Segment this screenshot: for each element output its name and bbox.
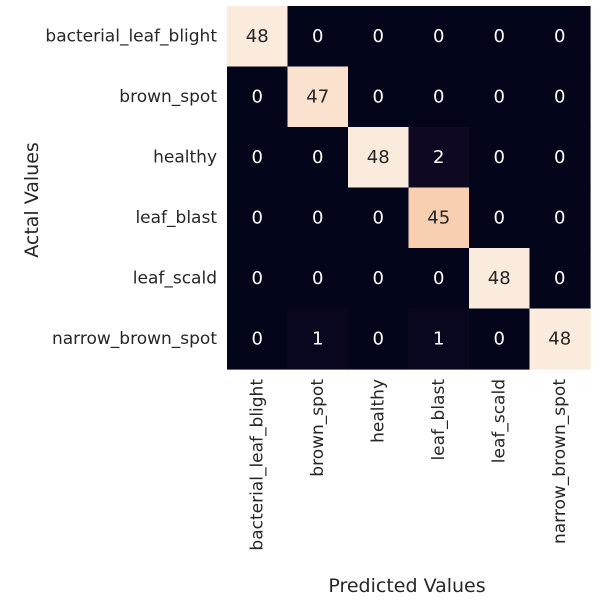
heatmap-cell — [287, 6, 349, 68]
heatmap-cell — [469, 66, 531, 128]
heatmap-cell — [227, 308, 289, 370]
cell-value-label: 0 — [494, 26, 505, 47]
heatmap-cell — [287, 308, 349, 370]
cell-value-label: 48 — [367, 147, 390, 168]
cell-value-label: 0 — [433, 86, 444, 107]
cell-value-label: 0 — [433, 26, 444, 47]
heatmap-cell — [348, 308, 410, 370]
cell-value-label: 0 — [252, 268, 263, 289]
heatmap-cell — [408, 6, 470, 68]
x-tick-label: leaf_blast — [429, 379, 449, 461]
heatmap-cell — [287, 66, 349, 128]
y-tick-label: narrow_brown_spot — [52, 329, 217, 349]
heatmap-cell — [348, 187, 410, 249]
x-tick-label: healthy — [368, 379, 388, 443]
cell-value-label: 0 — [554, 147, 565, 168]
y-tick-label: leaf_scald — [133, 268, 217, 288]
cell-value-label: 0 — [312, 26, 323, 47]
heatmap-cells — [227, 6, 591, 370]
cell-value-label: 45 — [427, 207, 450, 228]
heatmap-cell — [469, 127, 531, 189]
cell-value-label: 0 — [373, 268, 384, 289]
cell-value-label: 48 — [488, 268, 511, 289]
heatmap-cell — [408, 187, 470, 249]
heatmap-cell — [227, 127, 289, 189]
heatmap-cell — [529, 248, 591, 310]
cell-value-label: 0 — [252, 207, 263, 228]
heatmap-cell — [408, 127, 470, 189]
x-tick-label: bacterial_leaf_blight — [247, 379, 267, 551]
cell-value-label: 2 — [433, 147, 444, 168]
heatmap-cell — [529, 6, 591, 68]
cell-value-label: 1 — [312, 328, 323, 349]
cell-value-label: 0 — [433, 268, 444, 289]
y-axis-label: Actal Values — [21, 142, 43, 258]
heatmap-cell — [469, 187, 531, 249]
heatmap-cell — [529, 66, 591, 128]
heatmap-cell — [227, 66, 289, 128]
heatmap-cell — [287, 127, 349, 189]
heatmap-cell — [469, 308, 531, 370]
heatmap-cell-labels: 48 0 0 0 0 0 0 47 0 0 0 0 0 0 48 2 0 0 0 0 0 45 0 0 0 0 0 0 48 0 0 1 0 1 0… — [246, 26, 571, 350]
cell-value-label: 0 — [554, 26, 565, 47]
heatmap-cell — [408, 308, 470, 370]
cell-value-label: 0 — [373, 86, 384, 107]
cell-value-label: 0 — [554, 86, 565, 107]
heatmap-cell — [227, 6, 289, 68]
heatmap-cell — [469, 248, 531, 310]
cell-value-label: 0 — [373, 328, 384, 349]
heatmap-cell — [408, 248, 470, 310]
y-tick-label: bacterial_leaf_blight — [45, 26, 217, 46]
cell-value-label: 0 — [494, 86, 505, 107]
heatmap-cell — [529, 308, 591, 370]
cell-value-label: 48 — [246, 26, 269, 47]
heatmap-cell — [227, 248, 289, 310]
x-tick-label: narrow_brown_spot — [550, 379, 570, 544]
x-tick-label: leaf_scald — [489, 379, 509, 463]
cell-value-label: 0 — [252, 328, 263, 349]
cell-value-label: 0 — [252, 86, 263, 107]
y-tick-label: brown_spot — [119, 87, 217, 107]
cell-value-label: 0 — [494, 328, 505, 349]
cell-value-label: 47 — [306, 86, 329, 107]
x-tick-label: brown_spot — [308, 379, 328, 477]
heatmap-cell — [348, 66, 410, 128]
cell-value-label: 0 — [494, 147, 505, 168]
cell-value-label: 0 — [554, 268, 565, 289]
heatmap-cell — [348, 6, 410, 68]
y-tick-label: leaf_blast — [135, 208, 217, 228]
cell-value-label: 0 — [494, 207, 505, 228]
heatmap-cell — [529, 187, 591, 249]
heatmap-cell — [469, 6, 531, 68]
cell-value-label: 0 — [554, 207, 565, 228]
cell-value-label: 0 — [252, 147, 263, 168]
cell-value-label: 0 — [373, 207, 384, 228]
heatmap-cell — [227, 187, 289, 249]
heatmap-cell — [529, 127, 591, 189]
x-tick-labels: bacterial_leaf_blight brown_spot healthy le… — [247, 379, 570, 551]
cell-value-label: 0 — [312, 268, 323, 289]
heatmap-cell — [348, 127, 410, 189]
cell-value-label: 0 — [312, 147, 323, 168]
cell-value-label: 48 — [548, 328, 571, 349]
heatmap-cell — [287, 248, 349, 310]
heatmap-cell — [287, 187, 349, 249]
heatmap-cell — [348, 248, 410, 310]
cell-value-label: 0 — [312, 207, 323, 228]
cell-value-label: 0 — [373, 26, 384, 47]
y-tick-label: healthy — [153, 147, 217, 167]
x-axis-label: Predicted Values — [328, 575, 485, 597]
cell-value-label: 1 — [433, 328, 444, 349]
heatmap-cell — [408, 66, 470, 128]
